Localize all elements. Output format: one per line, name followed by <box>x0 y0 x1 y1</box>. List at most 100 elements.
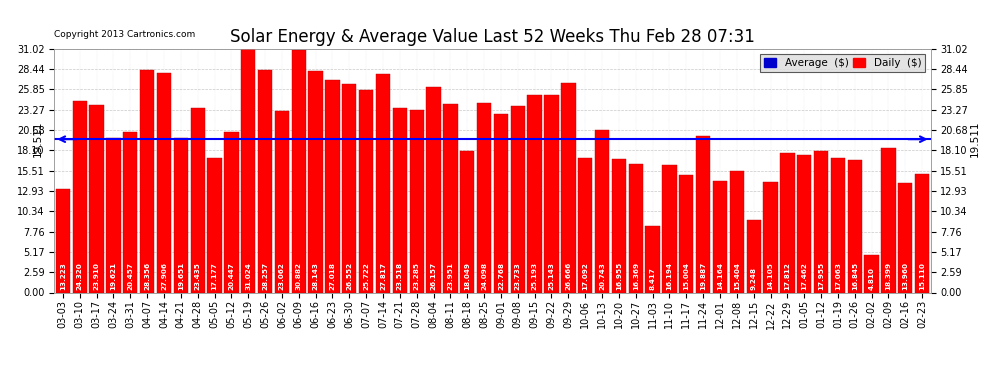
Text: 25.193: 25.193 <box>532 262 538 290</box>
Legend: Average  ($), Daily  ($): Average ($), Daily ($) <box>759 54 926 72</box>
Text: 23.733: 23.733 <box>515 262 521 290</box>
Text: 18.049: 18.049 <box>464 262 470 290</box>
Text: 23.518: 23.518 <box>397 262 403 290</box>
Text: 15.004: 15.004 <box>683 262 689 290</box>
Bar <box>224 132 239 292</box>
Bar <box>544 95 558 292</box>
Text: 23.910: 23.910 <box>94 262 100 290</box>
Text: 16.955: 16.955 <box>616 262 622 290</box>
Bar <box>561 83 575 292</box>
Text: 26.552: 26.552 <box>346 262 352 290</box>
Text: 15.404: 15.404 <box>734 262 740 290</box>
Bar <box>578 158 592 292</box>
Bar <box>612 159 626 292</box>
Bar <box>343 84 356 292</box>
Text: 19.511: 19.511 <box>970 121 980 158</box>
Bar <box>494 114 508 292</box>
Bar <box>662 165 676 292</box>
Text: 26.157: 26.157 <box>431 262 437 290</box>
Bar <box>241 49 255 292</box>
Bar <box>797 155 812 292</box>
Text: 13.223: 13.223 <box>59 262 66 290</box>
Text: 13.960: 13.960 <box>902 262 909 290</box>
Text: 30.882: 30.882 <box>296 262 302 290</box>
Text: 23.062: 23.062 <box>279 262 285 290</box>
Bar <box>460 151 474 292</box>
Text: 27.817: 27.817 <box>380 262 386 290</box>
Bar <box>713 181 727 292</box>
Text: 28.356: 28.356 <box>145 262 150 290</box>
Text: 22.768: 22.768 <box>498 262 504 290</box>
Text: 16.845: 16.845 <box>851 262 857 290</box>
Text: 14.105: 14.105 <box>767 262 773 290</box>
Text: 17.063: 17.063 <box>835 262 841 290</box>
Text: 19.511: 19.511 <box>33 121 43 158</box>
Text: 20.743: 20.743 <box>599 262 605 290</box>
Bar <box>258 70 272 292</box>
Bar <box>89 105 104 292</box>
Bar <box>679 175 693 292</box>
Text: 20.447: 20.447 <box>229 262 235 290</box>
Text: 28.143: 28.143 <box>313 262 319 290</box>
Bar <box>376 74 390 292</box>
Bar <box>847 160 862 292</box>
Text: 17.955: 17.955 <box>818 262 824 290</box>
Bar <box>309 71 323 292</box>
Bar <box>528 94 542 292</box>
Bar <box>156 73 171 292</box>
Text: 23.285: 23.285 <box>414 262 420 290</box>
Bar <box>915 174 930 292</box>
Bar <box>763 182 778 292</box>
Text: 17.092: 17.092 <box>582 262 588 290</box>
Bar <box>814 152 829 292</box>
Bar <box>410 110 424 292</box>
Bar <box>864 255 879 292</box>
Bar <box>696 136 710 292</box>
Bar <box>881 148 896 292</box>
Text: 25.143: 25.143 <box>548 262 554 290</box>
Text: 31.024: 31.024 <box>246 262 251 290</box>
Bar <box>72 101 87 292</box>
Bar <box>393 108 407 292</box>
Bar <box>645 226 659 292</box>
Text: 23.951: 23.951 <box>447 262 453 290</box>
Text: 25.722: 25.722 <box>363 262 369 290</box>
Bar <box>477 103 491 292</box>
Text: 19.651: 19.651 <box>178 262 184 290</box>
Text: 14.164: 14.164 <box>717 262 723 290</box>
Text: 17.812: 17.812 <box>784 262 790 290</box>
Bar <box>106 138 121 292</box>
Text: 19.621: 19.621 <box>111 262 117 290</box>
Text: 27.906: 27.906 <box>161 262 167 290</box>
Text: Copyright 2013 Cartronics.com: Copyright 2013 Cartronics.com <box>54 30 196 39</box>
Bar <box>898 183 913 292</box>
Bar <box>359 90 373 292</box>
Bar <box>207 158 222 292</box>
Bar <box>55 189 70 292</box>
Bar <box>831 158 845 292</box>
Bar <box>629 164 643 292</box>
Text: 27.018: 27.018 <box>330 262 336 290</box>
Text: 9.248: 9.248 <box>750 267 756 290</box>
Text: 20.457: 20.457 <box>128 262 134 290</box>
Text: 16.369: 16.369 <box>633 262 639 290</box>
Bar <box>123 132 138 292</box>
Bar <box>190 108 205 292</box>
Title: Solar Energy & Average Value Last 52 Weeks Thu Feb 28 07:31: Solar Energy & Average Value Last 52 Wee… <box>230 28 755 46</box>
Text: 17.462: 17.462 <box>801 262 807 290</box>
Text: 19.887: 19.887 <box>700 262 706 290</box>
Bar <box>427 87 441 292</box>
Bar <box>444 104 457 292</box>
Bar <box>746 220 761 292</box>
Text: 24.098: 24.098 <box>481 262 487 290</box>
Text: 16.194: 16.194 <box>666 262 672 290</box>
Bar <box>780 153 795 292</box>
Bar <box>173 138 188 292</box>
Text: 8.417: 8.417 <box>649 267 655 290</box>
Bar <box>140 70 154 292</box>
Bar <box>511 106 525 292</box>
Bar <box>292 50 306 292</box>
Text: 15.110: 15.110 <box>919 262 926 290</box>
Text: 28.257: 28.257 <box>262 262 268 290</box>
Text: 24.320: 24.320 <box>76 262 83 290</box>
